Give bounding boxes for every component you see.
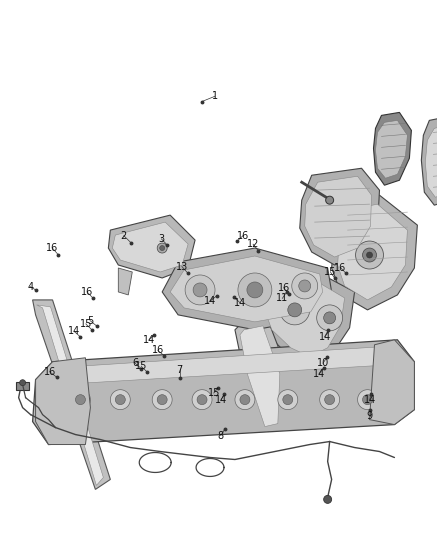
Text: 14: 14 [215, 395, 227, 406]
Text: 7: 7 [177, 365, 183, 375]
Circle shape [367, 252, 372, 258]
Text: 11: 11 [276, 293, 289, 303]
Polygon shape [235, 320, 288, 432]
Polygon shape [305, 176, 371, 257]
Text: 14: 14 [318, 332, 331, 342]
Polygon shape [108, 215, 195, 278]
Polygon shape [338, 204, 407, 300]
Circle shape [278, 390, 298, 410]
Text: 14: 14 [143, 335, 155, 345]
Circle shape [283, 394, 293, 405]
Circle shape [192, 390, 212, 410]
Circle shape [157, 394, 167, 405]
Circle shape [157, 243, 167, 253]
Circle shape [197, 394, 207, 405]
Polygon shape [35, 358, 90, 445]
Circle shape [240, 394, 250, 405]
Circle shape [20, 379, 25, 386]
Circle shape [317, 305, 343, 331]
Circle shape [320, 390, 339, 410]
Text: 3: 3 [158, 234, 164, 244]
Circle shape [299, 280, 311, 292]
Text: 8: 8 [218, 431, 224, 441]
Text: 4: 4 [27, 282, 33, 292]
Text: 14: 14 [313, 369, 325, 379]
Circle shape [324, 495, 332, 503]
Text: 9: 9 [367, 411, 373, 422]
Text: 14: 14 [204, 296, 216, 306]
Polygon shape [370, 340, 414, 425]
Text: 16: 16 [152, 345, 164, 356]
Polygon shape [260, 268, 355, 365]
Circle shape [110, 390, 130, 410]
Polygon shape [37, 305, 103, 486]
Circle shape [325, 394, 335, 405]
Polygon shape [41, 346, 410, 385]
Text: 16: 16 [43, 367, 56, 377]
Circle shape [292, 273, 318, 299]
Text: 15: 15 [80, 319, 92, 329]
Circle shape [356, 241, 384, 269]
Text: 15: 15 [208, 388, 220, 398]
Circle shape [357, 390, 378, 410]
Text: 6: 6 [132, 358, 138, 368]
Text: 16: 16 [237, 231, 249, 241]
Text: 1: 1 [212, 91, 218, 101]
Circle shape [280, 295, 310, 325]
Polygon shape [112, 222, 188, 272]
Polygon shape [240, 326, 280, 426]
Polygon shape [118, 268, 132, 295]
Polygon shape [425, 124, 438, 197]
Circle shape [324, 312, 336, 324]
Circle shape [326, 196, 334, 204]
Polygon shape [16, 382, 28, 390]
Circle shape [71, 390, 90, 410]
Text: 14: 14 [234, 297, 246, 308]
Polygon shape [162, 248, 332, 330]
Polygon shape [32, 340, 414, 445]
Circle shape [185, 275, 215, 305]
Polygon shape [374, 112, 411, 185]
Text: 16: 16 [46, 243, 58, 253]
Circle shape [363, 248, 377, 262]
Text: 2: 2 [121, 231, 127, 241]
Text: 15: 15 [324, 267, 336, 277]
Text: 16: 16 [278, 283, 290, 293]
Text: 16: 16 [334, 263, 346, 272]
Text: 14: 14 [68, 326, 80, 336]
Text: 15: 15 [135, 361, 148, 372]
Circle shape [160, 246, 165, 251]
Circle shape [193, 283, 207, 297]
Text: 5: 5 [87, 316, 93, 326]
Polygon shape [264, 276, 345, 357]
Circle shape [363, 394, 372, 405]
Text: 12: 12 [247, 239, 259, 249]
Polygon shape [332, 195, 417, 310]
Polygon shape [421, 116, 438, 205]
Text: 14: 14 [364, 395, 376, 406]
Polygon shape [375, 120, 407, 178]
Text: 13: 13 [176, 262, 188, 271]
Circle shape [75, 394, 85, 405]
Circle shape [115, 394, 125, 405]
Circle shape [247, 282, 263, 298]
Circle shape [235, 390, 255, 410]
Polygon shape [170, 256, 323, 322]
Circle shape [238, 273, 272, 307]
Polygon shape [300, 168, 379, 265]
Polygon shape [32, 300, 110, 489]
Text: 16: 16 [81, 287, 93, 297]
Circle shape [288, 303, 302, 317]
Text: 10: 10 [317, 358, 329, 368]
Circle shape [152, 390, 172, 410]
